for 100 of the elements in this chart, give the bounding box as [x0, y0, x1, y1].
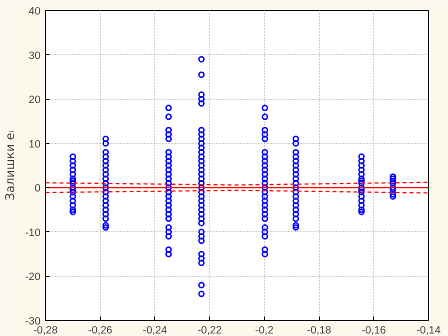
point	[102, 171, 109, 178]
point	[70, 206, 76, 214]
point	[198, 180, 205, 186]
point	[292, 188, 300, 196]
point	[198, 131, 205, 138]
point	[262, 104, 268, 112]
point	[358, 206, 365, 214]
point	[292, 180, 300, 186]
point	[165, 114, 172, 120]
point	[102, 224, 109, 231]
point	[198, 202, 205, 209]
point	[198, 176, 205, 182]
point	[102, 184, 109, 191]
point	[292, 158, 300, 164]
point	[198, 233, 205, 240]
point	[102, 206, 109, 214]
point	[198, 215, 205, 222]
point	[102, 180, 109, 186]
point	[292, 162, 300, 169]
point	[198, 153, 205, 160]
point	[262, 148, 268, 156]
point	[262, 215, 268, 222]
point	[292, 171, 300, 178]
point	[165, 198, 172, 204]
point	[358, 198, 365, 204]
point	[358, 178, 365, 184]
point	[198, 126, 205, 134]
point	[70, 178, 76, 184]
point	[102, 222, 109, 229]
point	[165, 224, 172, 231]
point	[70, 193, 76, 200]
point	[198, 188, 205, 196]
point	[102, 153, 109, 160]
point	[358, 162, 365, 169]
point	[262, 171, 268, 178]
point	[165, 131, 172, 138]
point	[262, 126, 268, 134]
point	[292, 198, 300, 204]
y-tick-label: -10	[25, 226, 41, 239]
point	[198, 198, 205, 204]
point	[70, 198, 76, 204]
point	[358, 158, 365, 164]
point	[358, 202, 365, 209]
point	[102, 136, 109, 142]
point	[70, 171, 76, 178]
point	[262, 233, 268, 240]
point	[292, 140, 300, 147]
point	[198, 166, 205, 174]
point	[292, 153, 300, 160]
point	[102, 215, 109, 222]
point	[165, 206, 172, 214]
point	[70, 162, 76, 169]
point	[262, 202, 268, 209]
point	[262, 224, 268, 231]
point	[262, 188, 268, 196]
point	[165, 176, 172, 182]
point	[292, 148, 300, 156]
point	[165, 210, 172, 218]
y-tick-label: 20	[28, 94, 41, 106]
point	[70, 166, 76, 174]
point	[262, 176, 268, 182]
point	[292, 215, 300, 222]
point	[292, 193, 300, 200]
point	[358, 208, 365, 216]
point	[70, 202, 76, 209]
point	[102, 166, 109, 174]
point	[102, 210, 109, 218]
point	[262, 228, 268, 236]
point	[358, 166, 365, 174]
y-tick-label: -30	[25, 316, 41, 328]
x-tick-label: -0,22	[198, 324, 222, 336]
point	[198, 91, 205, 98]
point	[198, 100, 205, 107]
point	[262, 206, 268, 214]
point	[165, 250, 172, 258]
point	[198, 56, 205, 62]
point	[262, 114, 268, 120]
point	[102, 158, 109, 164]
point	[165, 228, 172, 236]
point	[390, 186, 396, 194]
point	[165, 148, 172, 156]
point	[262, 153, 268, 160]
point	[165, 166, 172, 174]
point	[292, 206, 300, 214]
point	[358, 176, 365, 182]
point	[165, 126, 172, 134]
point	[292, 166, 300, 174]
point	[198, 140, 205, 147]
point	[262, 180, 268, 186]
point	[165, 215, 172, 222]
point	[262, 131, 268, 138]
point	[102, 188, 109, 196]
y-axis-title: Залишки eᵢ	[3, 130, 18, 200]
point	[165, 153, 172, 160]
point	[198, 71, 205, 78]
point	[262, 158, 268, 164]
point	[198, 220, 205, 226]
y-tick-label: -20	[25, 271, 41, 284]
point	[390, 184, 396, 191]
point	[358, 171, 365, 178]
